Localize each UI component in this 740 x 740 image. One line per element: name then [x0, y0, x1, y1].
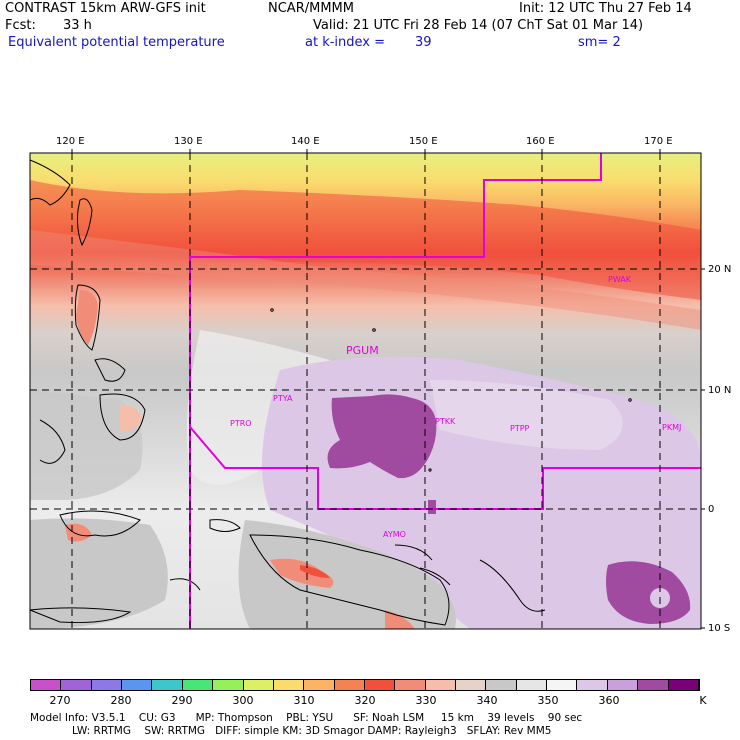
- colorbar-swatch: [607, 680, 639, 690]
- lat-lon-grid: [30, 153, 701, 629]
- colorbar-swatch: [425, 680, 457, 690]
- lat-label: 0: [708, 504, 715, 515]
- institution: NCAR/MMMM: [268, 1, 354, 16]
- model-info-line2: LW: RRTMG SW: RRTMG DIFF: simple KM: 3D …: [72, 725, 552, 737]
- lon-label: 140 E: [291, 136, 320, 147]
- init-time: Init: 12 UTC Thu 27 Feb 14: [519, 1, 692, 16]
- colorbar-swatch: [243, 680, 274, 690]
- level-value: 39: [415, 35, 432, 50]
- station-label: PTYA: [273, 394, 293, 403]
- colorbar-label: 320: [354, 694, 376, 707]
- colorbar-swatch: [61, 680, 92, 690]
- station-label: PTPP: [510, 424, 530, 433]
- colorbar-label: 300: [232, 694, 254, 707]
- colorbar-label: 280: [110, 694, 132, 707]
- level-label: at k-index =: [305, 35, 386, 50]
- lon-label: 160 E: [526, 136, 555, 147]
- station-label: PKMJ: [662, 423, 682, 432]
- lon-label: 120 E: [56, 136, 85, 147]
- colorbar-label: 310: [293, 694, 315, 707]
- lat-label: 10 N: [708, 385, 732, 396]
- station-label: PTRO: [230, 419, 252, 428]
- coastlines: [29, 159, 632, 626]
- lat-label: 10 S: [708, 623, 731, 634]
- colorbar-swatch: [547, 680, 578, 690]
- colorbar-label: 360: [598, 694, 620, 707]
- lat-label: 20 N: [708, 264, 732, 275]
- colorbar-swatch: [334, 680, 365, 690]
- colorbar-unit: K: [699, 694, 707, 707]
- colorbar-label: 340: [476, 694, 498, 707]
- station-label: AYMO: [383, 530, 406, 539]
- colorbar-swatch: [304, 680, 335, 690]
- colorbar-swatch: [364, 680, 396, 690]
- lon-label: 130 E: [174, 136, 203, 147]
- region-boundary: [189, 153, 602, 629]
- colorbar: [30, 679, 700, 691]
- model-info-line1: Model Info: V3.5.1 CU: G3 MP: Thompson P…: [30, 712, 583, 724]
- colorbar-swatch: [486, 680, 517, 690]
- colorbar-swatch: [638, 680, 669, 690]
- colorbar-label: 290: [171, 694, 193, 707]
- colorbar-swatch: [273, 680, 305, 690]
- map-field: [30, 153, 701, 629]
- model-title: CONTRAST 15km ARW-GFS init: [5, 1, 206, 16]
- colorbar-swatch: [213, 680, 244, 690]
- valid-time: Valid: 21 UTC Fri 28 Feb 14 (07 ChT Sat …: [313, 18, 644, 33]
- smoothing: sm= 2: [578, 35, 621, 50]
- station-label: PWAK: [608, 275, 632, 284]
- station-label: PGUM: [346, 344, 379, 357]
- colorbar-swatch: [152, 680, 183, 690]
- colorbar-swatch: [516, 680, 548, 690]
- lon-label: 150 E: [409, 136, 438, 147]
- forecast-label: Fcst:: [5, 18, 36, 33]
- tick-marks: [71, 149, 705, 629]
- colorbar-swatch: [668, 680, 699, 690]
- colorbar-swatch: [122, 680, 153, 690]
- colorbar-swatch: [456, 680, 487, 690]
- colorbar-label: 330: [415, 694, 437, 707]
- colorbar-swatch: [31, 680, 62, 690]
- colorbar-label: 350: [537, 694, 559, 707]
- field-name: Equivalent potential temperature: [8, 35, 225, 50]
- colorbar-swatch: [182, 680, 214, 690]
- station-label: PTKK: [435, 417, 456, 426]
- forecast-value: 33 h: [63, 18, 92, 33]
- colorbar-swatch: [577, 680, 608, 690]
- map-frame: [29, 152, 702, 630]
- colorbar-swatch: [395, 680, 426, 690]
- colorbar-label: 270: [49, 694, 71, 707]
- colorbar-swatch: [91, 680, 123, 690]
- lon-label: 170 E: [644, 136, 673, 147]
